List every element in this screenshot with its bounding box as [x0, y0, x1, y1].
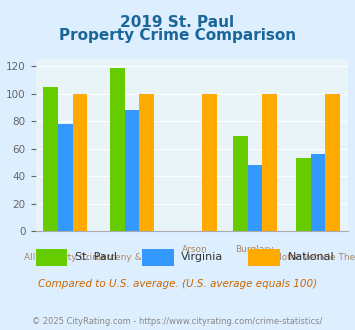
Bar: [73, 94, 87, 231]
Text: National: National: [288, 252, 334, 262]
Text: 2019 St. Paul: 2019 St. Paul: [120, 15, 235, 30]
Text: Property Crime Comparison: Property Crime Comparison: [59, 28, 296, 43]
Bar: [325, 94, 340, 231]
Bar: [110, 68, 125, 231]
Bar: [296, 158, 311, 231]
Text: Larceny & Theft: Larceny & Theft: [96, 253, 168, 262]
Bar: [202, 94, 217, 231]
Bar: [58, 124, 73, 231]
Bar: [36, 249, 67, 266]
Text: Arson: Arson: [182, 245, 208, 254]
Text: St. Paul: St. Paul: [75, 252, 116, 262]
Text: Compared to U.S. average. (U.S. average equals 100): Compared to U.S. average. (U.S. average …: [38, 279, 317, 289]
Bar: [139, 94, 154, 231]
Text: Burglary: Burglary: [236, 245, 274, 254]
Bar: [311, 154, 325, 231]
Bar: [233, 136, 247, 231]
Text: All Property Crime: All Property Crime: [24, 253, 106, 262]
Text: Motor Vehicle Theft: Motor Vehicle Theft: [274, 253, 355, 262]
Bar: [248, 249, 280, 266]
Bar: [142, 249, 174, 266]
Text: © 2025 CityRating.com - https://www.cityrating.com/crime-statistics/: © 2025 CityRating.com - https://www.city…: [32, 317, 323, 326]
Bar: [125, 110, 139, 231]
Bar: [262, 94, 277, 231]
Bar: [247, 165, 262, 231]
Text: Virginia: Virginia: [181, 252, 223, 262]
Bar: [43, 87, 58, 231]
